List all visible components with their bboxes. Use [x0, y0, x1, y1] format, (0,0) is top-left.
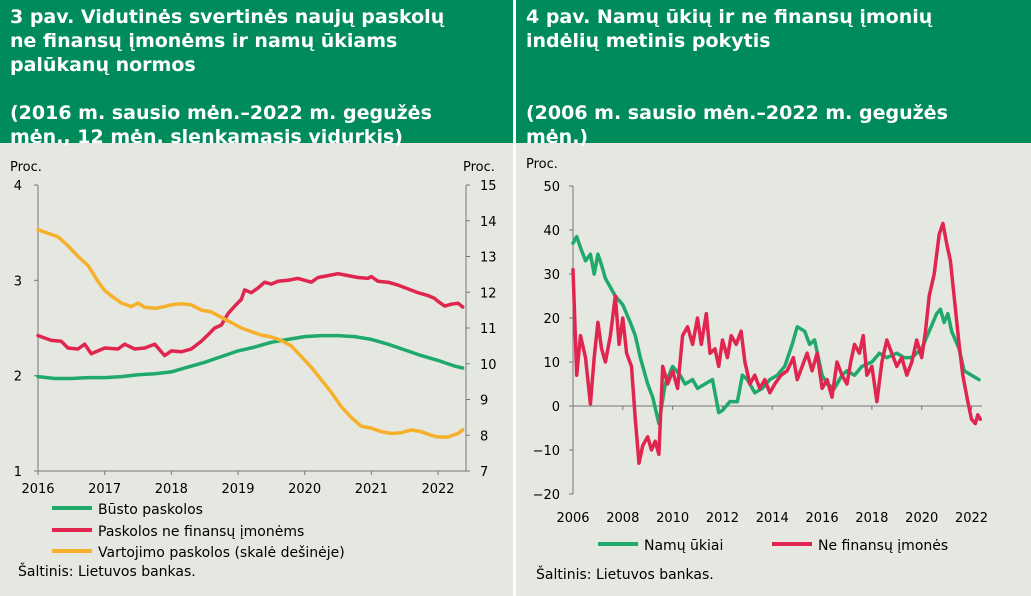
y-tick-label-right: 14: [480, 215, 497, 230]
legend-swatch: [52, 528, 92, 532]
y-tick-label-right: 7: [480, 465, 488, 480]
source-note-left: Šaltinis: Lietuvos bankas.: [18, 564, 196, 580]
series-line-2: [36, 227, 465, 439]
y-axis-label-left: Proc.: [10, 160, 42, 175]
y-tick-label-left: 2: [14, 370, 22, 385]
x-tick-label: 2016: [806, 511, 839, 526]
legend-label: Namų ūkiai: [644, 538, 724, 554]
x-tick-label: 2018: [855, 511, 888, 526]
chart-header-left: 3 pav. Vidutinės svertinės naujų paskolų…: [0, 0, 513, 148]
x-tick-label: 2018: [155, 482, 188, 497]
y-tick-label-left: 3: [14, 274, 22, 289]
chart-subtitle-line: mėn., 12 mėn. slenkamasis vidurkis): [10, 126, 403, 148]
legend-label: Paskolos ne finansų įmonėms: [98, 524, 305, 540]
legend-item-busto: Būsto paskolos: [52, 502, 203, 518]
chart-title-line: palūkanų normos: [10, 54, 196, 76]
y-tick-label-right: 13: [480, 251, 497, 266]
legend-swatch: [52, 506, 92, 510]
legend-item-ne-finansu-imones: Ne finansų įmonės: [772, 538, 948, 554]
legend-swatch: [52, 549, 92, 553]
y-tick-label-right: 12: [480, 286, 497, 301]
chart-header-right: 4 pav. Namų ūkių ir ne finansų įmonių in…: [516, 0, 1031, 148]
legend-label: Būsto paskolos: [98, 502, 203, 518]
y-tick-label-right: 11: [480, 322, 497, 337]
legend-swatch: [772, 542, 812, 546]
x-tick-label: 2019: [221, 482, 254, 497]
y-tick-label: 0: [552, 400, 560, 415]
y-tick-label: −20: [533, 488, 560, 503]
source-note-right: Šaltinis: Lietuvos bankas.: [536, 567, 714, 583]
x-tick-label: 2010: [656, 511, 689, 526]
chart-subtitle-line: (2006 m. sausio mėn.–2022 m. gegužės: [526, 102, 948, 124]
series-line-0: [36, 333, 465, 381]
line-chart-right: Proc. −20 −10 0 10 20 30 40 50 2006 2008 2010 2012 20…: [526, 157, 988, 526]
chart-title-line: indėlių metinis pokytis: [526, 30, 771, 52]
legend-label: Vartojimo paskolos (skalė dešinėje): [98, 545, 345, 561]
chart-panel-right: 4 pav. Namų ūkių ir ne finansų įmonių in…: [516, 0, 1031, 596]
x-tick-label: 2012: [706, 511, 739, 526]
y-tick-label-right: 10: [480, 358, 497, 373]
series-line-1: [36, 271, 465, 358]
x-tick-label: 2016: [21, 482, 54, 497]
y-axis-label-right: Proc.: [463, 160, 495, 175]
chart-title-line: 4 pav. Namų ūkių ir ne finansų įmonių: [526, 6, 933, 28]
legend-item-vartojimo: Vartojimo paskolos (skalė dešinėje): [52, 545, 345, 561]
y-tick-label: −10: [533, 444, 560, 459]
legend-item-ne-finansu: Paskolos ne finansų įmonėms: [52, 524, 304, 540]
y-tick-label-right: 8: [480, 429, 488, 444]
y-tick-label-left: 4: [14, 179, 22, 194]
y-tick-label-right: 15: [480, 179, 497, 194]
x-tick-label: 2008: [606, 511, 639, 526]
x-tick-label: 2022: [421, 482, 454, 497]
x-tick-label: 2017: [88, 482, 121, 497]
series-line-1: [571, 221, 983, 465]
x-tick-label: 2021: [355, 482, 388, 497]
y-tick-label-right: 9: [480, 394, 488, 409]
legend-item-namu-ukiai: Namų ūkiai: [598, 538, 723, 554]
y-tick-label: 30: [543, 268, 560, 283]
x-tick-label: 2020: [288, 482, 321, 497]
x-tick-label: 2014: [756, 511, 789, 526]
chart-panel-left: 3 pav. Vidutinės svertinės naujų paskolų…: [0, 0, 513, 596]
y-tick-label: 50: [543, 180, 560, 195]
y-tick-label: 10: [543, 356, 560, 371]
chart-title-line: 3 pav. Vidutinės svertinės naujų paskolų: [10, 6, 445, 28]
chart-subtitle-line: mėn.): [526, 126, 589, 148]
y-axis-label: Proc.: [526, 157, 558, 172]
y-tick-label: 40: [543, 224, 560, 239]
legend-label: Ne finansų įmonės: [818, 538, 949, 554]
legend-swatch: [598, 542, 638, 546]
x-tick-label: 2022: [955, 511, 988, 526]
x-tick-label: 2006: [556, 511, 589, 526]
chart-subtitle-line: (2016 m. sausio mėn.–2022 m. gegužės: [10, 102, 432, 124]
x-tick-label: 2020: [905, 511, 938, 526]
y-tick-label: 20: [543, 312, 560, 327]
y-tick-label-left: 1: [14, 465, 22, 480]
chart-title-line: ne finansų įmonėms ir namų ūkiams: [10, 30, 398, 52]
